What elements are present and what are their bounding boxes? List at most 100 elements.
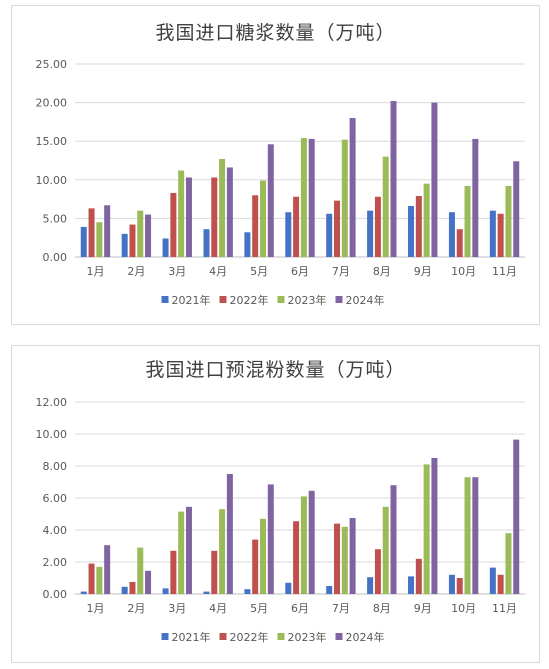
bar-2021年-1月 [80, 591, 87, 594]
x-tick-label: 5月 [250, 265, 268, 278]
legend-swatch [277, 633, 285, 640]
bar-2023年-6月 [300, 138, 307, 257]
bar-2024年-11月 [513, 161, 520, 257]
bar-2021年-10月 [448, 574, 455, 594]
bar-2021年-3月 [162, 238, 169, 257]
bar-2023年-8月 [382, 156, 389, 257]
x-tick-label: 11月 [492, 265, 517, 278]
bar-2023年-7月 [341, 526, 348, 594]
bar-2024年-8月 [390, 101, 397, 257]
x-tick-label: 8月 [373, 602, 391, 615]
legend-swatch [161, 296, 169, 303]
premix-import-bar-chart: 我国进口预混粉数量（万吨） 0.00 2.00 4.00 6.00 8.00 10.00 12… [36, 359, 525, 644]
bar-2021年-9月 [408, 206, 415, 257]
bar-2021年-2月 [121, 233, 128, 257]
chart-title: 我国进口预混粉数量（万吨） [145, 359, 405, 381]
chart-title: 我国进口糖浆数量（万吨） [155, 22, 395, 44]
x-tick-label: 3月 [168, 265, 186, 278]
bar-2022年-3月 [170, 550, 177, 594]
y-tick-label: 20.00 [36, 97, 68, 110]
premix-import-chart-panel: 我国进口预混粉数量（万吨） 0.00 2.00 4.00 6.00 8.00 10.00 12… [11, 345, 540, 663]
bar-2024年-10月 [472, 138, 479, 257]
bar-2023年-6月 [300, 496, 307, 594]
bar-2022年-3月 [170, 192, 177, 257]
y-tick-label: 25.00 [36, 58, 68, 71]
bar-2022年-7月 [334, 200, 341, 257]
bar-2022年-5月 [252, 195, 259, 257]
bar-2022年-1月 [88, 208, 95, 257]
bar-2021年-11月 [489, 210, 496, 257]
x-tick-label: 8月 [373, 265, 391, 278]
x-tick-label: 1月 [86, 265, 104, 278]
bar-2023年-4月 [219, 509, 226, 594]
bar-2023年-10月 [464, 185, 471, 257]
bar-2021年-7月 [326, 586, 333, 594]
bar-2022年-2月 [129, 582, 136, 594]
bar-2022年-10月 [456, 578, 463, 594]
legend-label: 2024年 [346, 630, 385, 644]
bar-2022年-8月 [374, 196, 381, 257]
x-tick-label: 2月 [127, 602, 145, 615]
bar-2022年-4月 [211, 550, 218, 594]
bar-2023年-8月 [382, 506, 389, 594]
syrup-import-chart-panel: 我国进口糖浆数量（万吨） 0.00 5.00 10.00 15.00 20.00 25.00… [11, 5, 540, 325]
x-tick-label: 5月 [250, 602, 268, 615]
legend-label: 2023年 [288, 630, 327, 644]
bar-2024年-9月 [431, 102, 438, 257]
legend-swatch [277, 296, 285, 303]
bar-2021年-8月 [367, 577, 374, 594]
bar-2022年-1月 [88, 563, 95, 594]
bar-2022年-11月 [497, 574, 504, 594]
bar-2021年-6月 [285, 212, 292, 257]
bar-2024年-5月 [267, 484, 274, 594]
y-tick-label: 0.00 [43, 251, 68, 264]
bar-2024年-8月 [390, 485, 397, 594]
bar-2021年-11月 [489, 567, 496, 594]
bar-2024年-11月 [513, 439, 520, 594]
bar-2024年-4月 [226, 167, 233, 257]
bar-2024年-5月 [267, 144, 274, 257]
legend-label: 2021年 [172, 630, 211, 644]
bar-2021年-2月 [121, 586, 128, 594]
bar-2024年-2月 [145, 570, 152, 594]
bar-2023年-1月 [96, 566, 103, 594]
legend-swatch [161, 633, 169, 640]
y-tick-label: 5.00 [43, 212, 68, 225]
bar-2024年-2月 [145, 214, 152, 257]
bar-2022年-6月 [293, 521, 300, 594]
bar-2022年-6月 [293, 196, 300, 257]
bar-2022年-9月 [415, 558, 422, 594]
bar-2024年-9月 [431, 458, 438, 594]
x-tick-label: 1月 [86, 602, 104, 615]
bar-2021年-9月 [408, 576, 415, 594]
y-tick-label: 4.00 [43, 524, 68, 537]
legend-label: 2021年 [172, 293, 211, 307]
bar-2021年-5月 [244, 232, 251, 257]
bar-2023年-11月 [505, 185, 512, 257]
bar-2023年-4月 [219, 158, 226, 257]
bar-2023年-2月 [137, 547, 144, 594]
bar-2021年-6月 [285, 582, 292, 594]
bar-2022年-9月 [415, 196, 422, 257]
bar-2024年-3月 [185, 506, 192, 594]
x-tick-label: 7月 [332, 265, 350, 278]
y-tick-label: 10.00 [36, 428, 68, 441]
bar-2023年-9月 [423, 183, 430, 257]
bar-2023年-9月 [423, 464, 430, 594]
bar-2021年-10月 [448, 212, 455, 257]
x-tick-label: 7月 [332, 602, 350, 615]
x-tick-label: 2月 [127, 265, 145, 278]
bar-2023年-3月 [178, 511, 185, 594]
bar-2021年-7月 [326, 213, 333, 257]
x-tick-label: 4月 [209, 265, 227, 278]
x-tick-label: 4月 [209, 602, 227, 615]
bar-2024年-6月 [308, 490, 315, 594]
y-tick-label: 0.00 [43, 588, 68, 601]
syrup-import-bar-chart: 我国进口糖浆数量（万吨） 0.00 5.00 10.00 15.00 20.00 25.00… [36, 22, 525, 307]
bar-2023年-10月 [464, 477, 471, 594]
bar-2023年-5月 [259, 180, 266, 257]
y-tick-label: 15.00 [36, 135, 68, 148]
bar-2022年-4月 [211, 177, 218, 257]
legend-swatch [219, 633, 227, 640]
x-tick-label: 10月 [451, 602, 476, 615]
